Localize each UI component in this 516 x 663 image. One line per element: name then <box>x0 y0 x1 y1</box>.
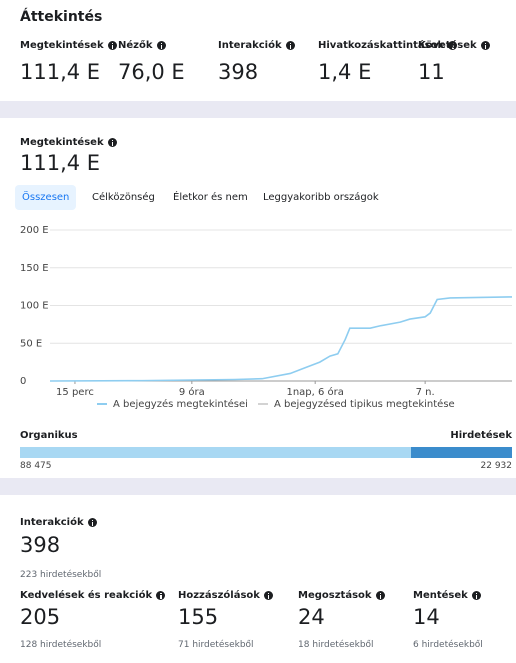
metric-label: Megosztások <box>298 590 385 601</box>
interactions-card <box>0 495 516 663</box>
info-icon[interactable] <box>156 41 166 50</box>
series-line <box>49 296 513 382</box>
label-text: Interakciók <box>20 517 84 528</box>
info-icon[interactable] <box>87 518 97 527</box>
chart: 0 50 E 100 E 150 E 200 E 15 perc 9 óra 1nap, 6 … <box>20 225 513 410</box>
split-label: Hirdetések <box>450 430 512 441</box>
metric-label: Mentések <box>413 590 481 601</box>
y-tick-label: 0 <box>20 376 26 387</box>
metric-value: 1,4 E <box>318 60 372 84</box>
info-icon[interactable] <box>107 138 117 147</box>
info-icon[interactable] <box>263 591 273 600</box>
y-tick-label: 200 E <box>20 225 49 236</box>
label-text: Kedvelések és reakciók <box>20 590 153 601</box>
label-text: Megtekintések <box>20 137 104 148</box>
metric-value: 11 <box>418 60 445 84</box>
split-bar <box>410 447 512 458</box>
metric-value: 14 <box>413 605 440 629</box>
label-text: Mentések <box>413 590 468 601</box>
metric-value: 111,4 E <box>20 60 101 84</box>
tab[interactable]: Leggyakoribb országok <box>263 192 379 203</box>
split-value: 88 475 <box>20 461 52 471</box>
x-tick-label: 7 n. <box>416 387 435 398</box>
label-text: Interakciók <box>218 40 282 51</box>
metric-label: Hivatkozáskattintások <box>318 40 458 51</box>
metric-label: Kedvelések és reakciók <box>20 590 166 601</box>
metric-value: 24 <box>298 605 325 629</box>
y-tick-label: 50 E <box>20 338 42 349</box>
info-icon[interactable] <box>448 41 458 50</box>
metric-value: 76,0 E <box>118 60 185 84</box>
metric-value: 155 <box>178 605 219 629</box>
split-bar <box>20 447 411 458</box>
metric-sub: 6 hirdetésekből <box>413 640 483 650</box>
info-icon[interactable] <box>156 591 166 600</box>
metric-label: Interakciók <box>218 40 295 51</box>
metric-label: Nézők <box>118 40 166 51</box>
label-text: Hivatkozáskattintások <box>318 40 445 51</box>
info-icon[interactable] <box>471 591 481 600</box>
info-icon[interactable] <box>107 41 117 50</box>
metric-value: 205 <box>20 605 61 629</box>
metric-sub: 18 hirdetésekből <box>298 640 374 650</box>
y-tick-label: 150 E <box>20 263 49 274</box>
tab[interactable]: Összesen <box>15 185 77 210</box>
x-tick-label: 9 óra <box>179 386 205 398</box>
y-tick-label: 100 E <box>20 301 49 312</box>
x-tick-label: 1nap, 6 óra <box>286 386 343 398</box>
views-label: Megtekintések <box>20 137 117 148</box>
info-icon[interactable] <box>285 41 295 50</box>
views-card <box>0 118 516 478</box>
info-icon[interactable] <box>375 591 385 600</box>
label-text: Nézők <box>118 40 153 51</box>
metric-sub: 128 hirdetésekből <box>20 640 102 650</box>
interactions-sub: 223 hirdetésekből <box>20 570 102 580</box>
metric-value: 398 <box>218 60 259 84</box>
x-tick-label: 15 perc <box>56 387 94 398</box>
interactions-label: Interakciók <box>20 517 97 528</box>
overview-title: Áttekintés <box>20 9 103 25</box>
metric-label: Megtekintések <box>20 40 117 51</box>
legend-label: A bejegyzés megtekintései <box>113 398 248 410</box>
tab[interactable]: Életkor és nem <box>173 192 248 203</box>
label-text: Megosztások <box>298 590 372 601</box>
metric-label: Követések <box>418 40 490 51</box>
split-label: Organikus <box>20 430 78 441</box>
label-text: Hozzászólások <box>178 590 260 601</box>
tab[interactable]: Célközönség <box>92 192 155 203</box>
split-value: 22 932 <box>480 461 513 471</box>
legend-label: A bejegyzésed tipikus megtekintése <box>274 398 455 410</box>
interactions-value: 398 <box>20 533 61 557</box>
info-icon[interactable] <box>480 41 490 50</box>
label-text: Követések <box>418 40 477 51</box>
overview-card: Áttekintés <box>0 0 516 101</box>
metric-label: Hozzászólások <box>178 590 273 601</box>
views-value: 111,4 E <box>20 151 101 175</box>
label-text: Megtekintések <box>20 40 104 51</box>
metric-sub: 71 hirdetésekből <box>178 640 254 650</box>
